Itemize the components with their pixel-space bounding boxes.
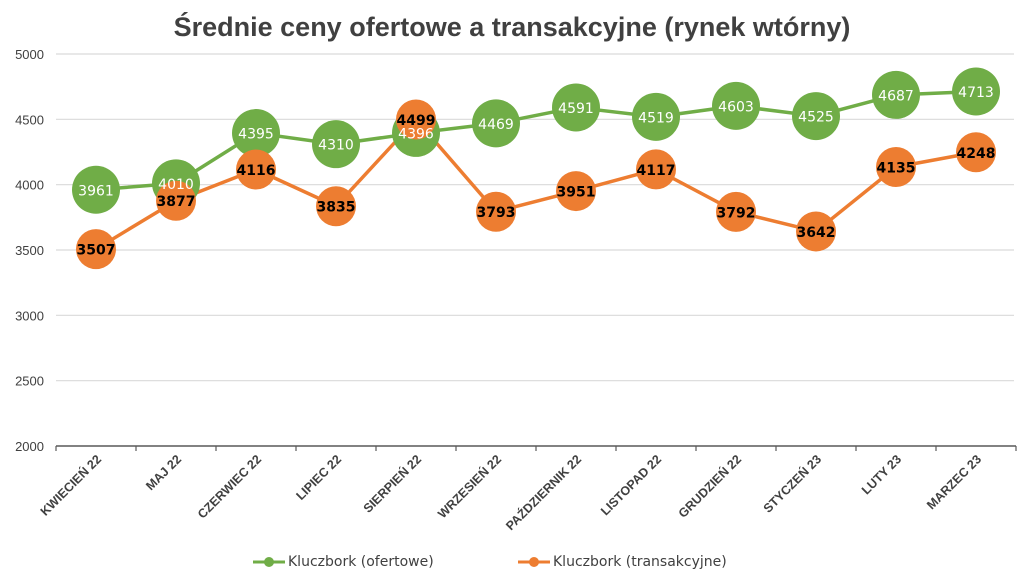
- legend-swatch-green-icon: [253, 557, 285, 567]
- data-labels: 3961 4010 4395 4310 4396 4469 4591 4519 4603 4525…: [77, 85, 996, 259]
- x-tick-label: GRUDZIEŃ 22: [675, 451, 744, 520]
- y-tick-label: 4000: [15, 178, 44, 193]
- x-tick-label: MARZEC 23: [924, 452, 984, 512]
- data-label: 4396: [398, 126, 434, 142]
- data-label: 4310: [318, 138, 354, 154]
- x-tick-label: LIPIEC 22: [293, 452, 344, 503]
- data-point-marker: [472, 99, 520, 148]
- y-tick-label: 3500: [15, 243, 44, 258]
- data-point-marker: [632, 92, 680, 141]
- data-point-marker: [552, 83, 600, 132]
- y-axis-tick-labels: 2000 2500 3000 3500 4000 4500 5000: [15, 47, 44, 454]
- data-point-marker: [396, 99, 436, 140]
- x-axis: [55, 445, 1017, 451]
- data-label: 3951: [557, 185, 596, 201]
- y-tick-label: 5000: [15, 47, 44, 62]
- data-point-marker: [712, 81, 760, 130]
- data-point-marker: [792, 92, 840, 141]
- data-point-marker: [476, 191, 516, 232]
- series-markers: [72, 67, 1000, 270]
- data-label: 3961: [78, 183, 114, 199]
- data-point-marker: [232, 109, 280, 158]
- data-label: 4469: [478, 117, 514, 133]
- y-tick-label: 3000: [15, 308, 44, 323]
- x-tick-label: KWIECIEŃ 22: [37, 451, 104, 518]
- series-line-ofertowe: [95, 89, 977, 192]
- data-point-marker: [312, 120, 360, 169]
- data-label: 4687: [878, 88, 914, 104]
- legend-label: Kluczbork (transakcyjne): [553, 554, 727, 570]
- x-tick-label: STYCZEŃ 23: [760, 451, 824, 515]
- y-tick-label: 2000: [15, 439, 44, 454]
- series-lines: [95, 89, 977, 251]
- data-point-marker: [716, 191, 756, 232]
- x-tick-label: LISTOPAD 22: [598, 452, 664, 518]
- data-label: 4603: [718, 99, 754, 115]
- x-tick-label: PAŹDZIERNIK 22: [502, 451, 584, 533]
- data-point-marker: [236, 149, 276, 190]
- data-label: 4519: [638, 110, 674, 126]
- data-point-marker: [556, 171, 596, 212]
- data-label: 4116: [237, 163, 276, 179]
- data-label: 4248: [957, 146, 996, 162]
- legend-item-ofertowe[interactable]: Kluczbork (ofertowe): [252, 552, 434, 572]
- data-label: 3642: [797, 225, 836, 241]
- data-point-marker: [952, 67, 1000, 116]
- data-point-marker: [316, 186, 356, 227]
- y-tick-label: 4500: [15, 112, 44, 127]
- data-label: 3792: [717, 205, 756, 221]
- x-axis-tick-labels: KWIECIEŃ 22 MAJ 22 CZERWIEC 22 LIPIEC 22 SIE…: [37, 451, 984, 533]
- data-label: 4135: [877, 161, 916, 177]
- data-label: 4499: [397, 113, 436, 129]
- data-point-marker: [872, 70, 920, 119]
- data-label: 4117: [637, 163, 676, 179]
- data-label: 4010: [158, 177, 194, 193]
- legend-label: Kluczbork (ofertowe): [288, 554, 434, 570]
- data-label: 3793: [477, 205, 516, 221]
- data-label: 4591: [558, 101, 594, 117]
- x-tick-label: SIERPIEŃ 22: [360, 451, 424, 515]
- data-label: 4713: [958, 85, 994, 101]
- x-tick-label: LUTY 23: [859, 452, 904, 497]
- data-label: 3507: [77, 243, 116, 259]
- chart-title: Średnie ceny ofertowe a transakcyjne (ry…: [173, 12, 851, 42]
- legend: Kluczbork (ofertowe) Kluczbork (transakc…: [0, 552, 1024, 574]
- y-tick-label: 2500: [15, 374, 44, 389]
- data-point-marker: [876, 147, 916, 188]
- x-tick-label: CZERWIEC 22: [195, 452, 264, 521]
- data-point-marker: [956, 132, 996, 173]
- data-label: 4525: [798, 110, 834, 126]
- legend-item-transakcyjne[interactable]: Kluczbork (transakcyjne): [517, 552, 727, 572]
- legend-swatch-orange-icon: [518, 557, 550, 567]
- data-label: 3835: [317, 200, 356, 216]
- data-point-marker: [796, 211, 836, 252]
- data-label: 4395: [238, 127, 274, 143]
- data-point-marker: [72, 165, 120, 214]
- data-point-marker: [156, 180, 196, 221]
- x-tick-label: MAJ 22: [143, 452, 184, 493]
- data-label: 3877: [157, 194, 196, 210]
- x-tick-label: WRZESIEŃ 22: [435, 451, 505, 521]
- data-point-marker: [76, 229, 116, 270]
- data-point-marker: [636, 149, 676, 190]
